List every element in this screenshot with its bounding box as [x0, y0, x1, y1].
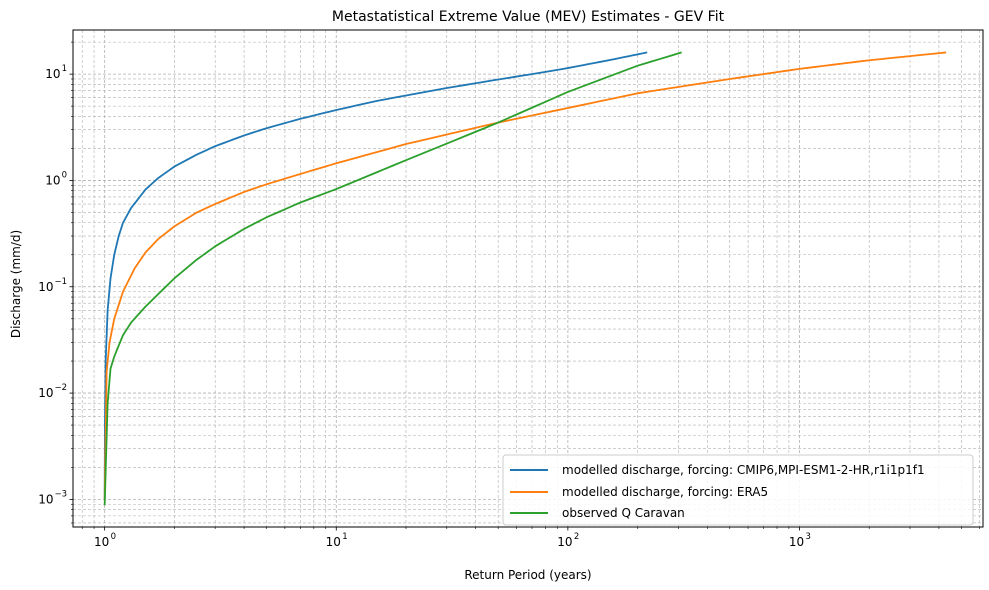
chart-title: Metastatistical Extreme Value (MEV) Esti…	[332, 9, 725, 25]
y-tick-exponent-2: −1	[54, 277, 67, 287]
series-layer	[103, 51, 947, 506]
y-tick-label-4: 10	[45, 67, 60, 81]
y-tick-exponent-4: 1	[62, 64, 67, 74]
x-tick-label-3: 10	[789, 535, 804, 549]
x-tick-exponent-0: 0	[111, 532, 116, 542]
y-tick-label-3: 10	[45, 173, 60, 187]
legend: modelled discharge, forcing: CMIP6,MPI-E…	[502, 454, 974, 526]
x-tick-label-0: 10	[94, 535, 109, 549]
legend-label-observed: observed Q Caravan	[562, 506, 685, 520]
y-tick-exponent-0: −3	[54, 489, 67, 499]
y-tick-exponent-3: 0	[62, 170, 67, 180]
y-tick-label-1: 10	[38, 386, 53, 400]
legend-label-cmip6: modelled discharge, forcing: CMIP6,MPI-E…	[562, 463, 925, 477]
y-tick-label-2: 10	[38, 280, 53, 294]
x-tick-exponent-3: 3	[805, 532, 810, 542]
x-tick-exponent-1: 1	[342, 532, 347, 542]
x-tick-label-2: 10	[557, 535, 572, 549]
x-axis-label: Return Period (years)	[464, 568, 591, 582]
legend-label-era5: modelled discharge, forcing: ERA5	[562, 485, 768, 499]
series-line-1	[103, 51, 947, 500]
series-line-0	[103, 51, 648, 500]
y-tick-label-0: 10	[38, 492, 53, 506]
legend-box	[502, 454, 974, 526]
y-axis-label: Discharge (mm/d)	[9, 230, 23, 338]
y-tick-exponent-1: −2	[54, 383, 67, 393]
x-tick-label-1: 10	[326, 535, 341, 549]
series-line-2	[103, 51, 682, 506]
plot-frame	[72, 29, 984, 528]
x-tick-exponent-2: 2	[574, 532, 579, 542]
